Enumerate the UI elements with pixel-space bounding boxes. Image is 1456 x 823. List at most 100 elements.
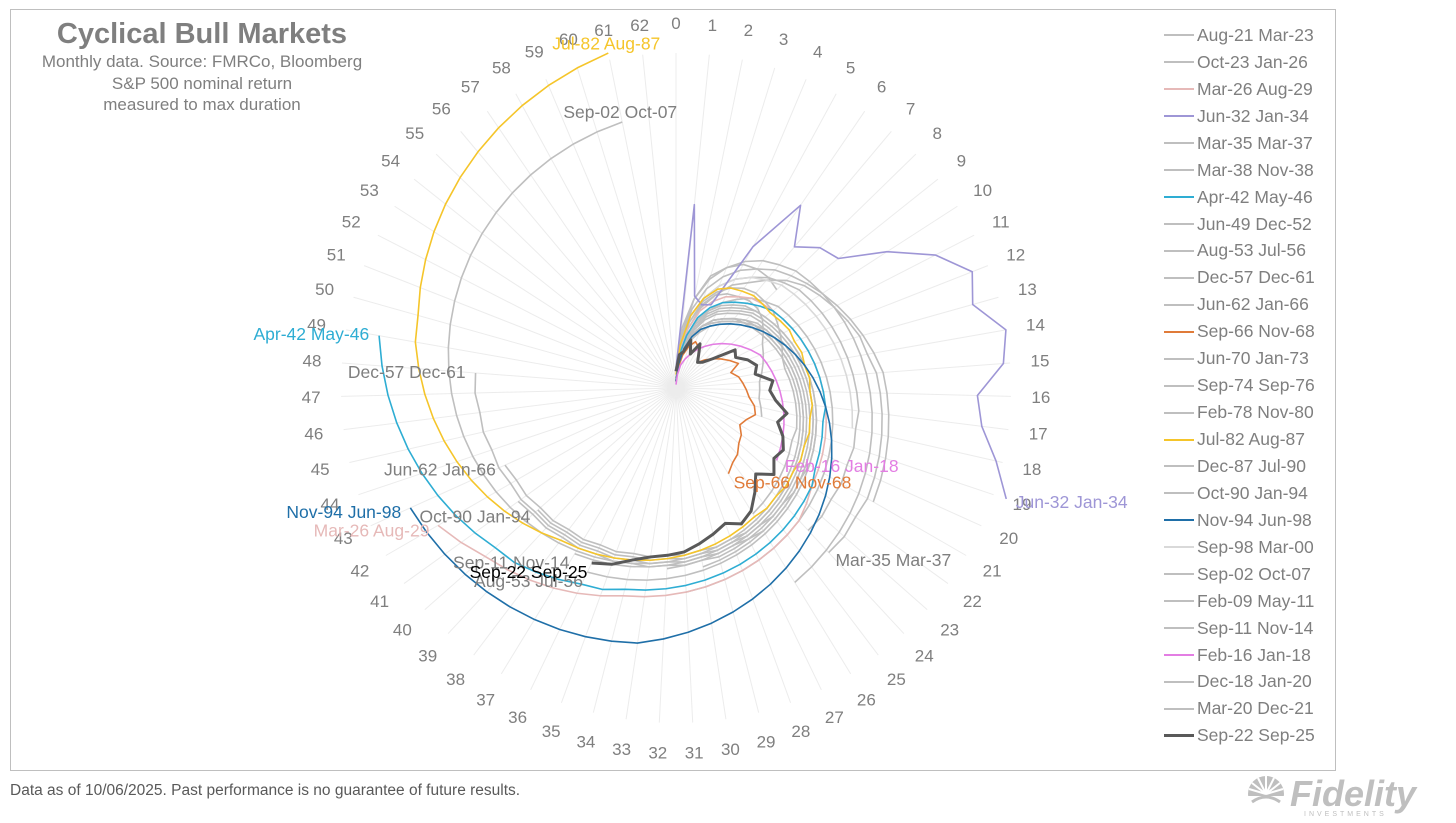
series-line-nov-94-jun-98	[409, 323, 833, 644]
logo-subtext: INVESTMENTS	[1304, 811, 1387, 818]
spoke-41	[403, 387, 677, 584]
series-label-sep-02-oct-07: Sep-02 Oct-07	[563, 102, 677, 122]
tick-label-38: 38	[446, 670, 465, 689]
legend-swatch	[1164, 357, 1194, 360]
legend-item-dec-57-dec-61: Dec-57 Dec-61	[1164, 264, 1315, 291]
legend-swatch	[1164, 734, 1194, 738]
series-line-mar-35-mar-37	[675, 279, 883, 554]
tick-label-29: 29	[757, 733, 776, 752]
tick-label-56: 56	[432, 99, 451, 118]
spoke-49	[346, 329, 677, 389]
tick-label-1: 1	[708, 16, 717, 35]
legend-label: Feb-16 Jan-18	[1197, 644, 1311, 665]
legend-swatch	[1164, 627, 1194, 630]
spoke-44	[358, 387, 677, 496]
legend-item-dec-87-jul-90: Dec-87 Jul-90	[1164, 453, 1315, 480]
legend-item-feb-09-may-11: Feb-09 May-11	[1164, 588, 1315, 615]
spoke-11	[675, 234, 975, 389]
series-label-mar-26-aug-29: Mar-26 Aug-29	[314, 520, 430, 540]
legend-item-sep-74-sep-76: Sep-74 Sep-76	[1164, 372, 1315, 399]
tick-label-36: 36	[508, 708, 527, 727]
legend-swatch	[1164, 573, 1194, 576]
tick-label-5: 5	[846, 58, 855, 77]
spoke-60	[576, 67, 677, 389]
spoke-16	[675, 387, 1011, 397]
legend-item-apr-42-may-46: Apr-42 May-46	[1164, 184, 1315, 211]
tick-label-46: 46	[304, 424, 323, 443]
tick-label-24: 24	[915, 647, 934, 666]
tick-label-58: 58	[492, 58, 511, 77]
legend-label: Sep-22 Sep-25	[1197, 725, 1315, 746]
legend-label: Aug-53 Jul-56	[1197, 240, 1306, 261]
tick-label-20: 20	[999, 529, 1018, 548]
legend: Aug-21 Mar-23 Oct-23 Jan-26 Mar-26 Aug-29 J…	[1164, 22, 1315, 749]
tick-label-27: 27	[825, 708, 844, 727]
tick-label-50: 50	[315, 280, 334, 299]
spoke-17	[675, 387, 1009, 431]
legend-swatch	[1164, 707, 1194, 710]
legend-label: Jun-49 Dec-52	[1197, 213, 1312, 234]
spoke-56	[460, 131, 677, 389]
spoke-47	[341, 387, 677, 397]
tick-label-42: 42	[350, 562, 369, 581]
legend-label: Sep-98 Mar-00	[1197, 536, 1314, 557]
legend-swatch	[1164, 600, 1194, 603]
tick-label-39: 39	[418, 647, 437, 666]
spoke-4	[675, 79, 807, 389]
legend-item-sep-22-sep-25: Sep-22 Sep-25	[1164, 722, 1315, 749]
spoke-6	[675, 110, 866, 389]
series-line-sep-22-sep-25	[591, 338, 789, 566]
tick-label-13: 13	[1018, 280, 1037, 299]
series-line-jun-32-jan-34	[675, 203, 1008, 500]
series-annotations: Mar-35 Mar-37 Aug-53 Jul-56 Dec-57 Dec-61 J…	[253, 33, 1127, 591]
series-label-dec-57-dec-61: Dec-57 Dec-61	[348, 362, 466, 382]
legend-swatch	[1164, 61, 1194, 64]
spoke-43	[370, 387, 677, 527]
spoke-52	[377, 234, 677, 389]
spoke-23	[675, 387, 928, 611]
series-label-aug-53-jul-56: Aug-53 Jul-56	[474, 571, 583, 591]
tick-label-17: 17	[1029, 424, 1048, 443]
spoke-57	[486, 110, 677, 389]
tick-label-55: 55	[405, 124, 424, 143]
legend-label: Dec-18 Jan-20	[1197, 671, 1312, 692]
legend-label: Feb-09 May-11	[1197, 590, 1315, 611]
legend-item-feb-16-jan-18: Feb-16 Jan-18	[1164, 642, 1315, 669]
tick-label-16: 16	[1031, 388, 1050, 407]
spoke-37	[500, 387, 677, 675]
spoke-24	[675, 387, 905, 634]
legend-label: Sep-66 Nov-68	[1197, 321, 1315, 342]
tick-label-32: 32	[648, 744, 667, 763]
legend-label: Dec-87 Jul-90	[1197, 455, 1306, 476]
tick-label-31: 31	[685, 744, 704, 763]
spoke-54	[413, 178, 677, 389]
tick-label-40: 40	[393, 621, 412, 640]
legend-item-oct-90-jan-94: Oct-90 Jan-94	[1164, 480, 1315, 507]
spoke-61	[609, 59, 677, 389]
spoke-21	[675, 387, 967, 556]
legend-item-jun-49-dec-52: Jun-49 Dec-52	[1164, 211, 1315, 238]
legend-item-dec-18-jan-20: Dec-18 Jan-20	[1164, 669, 1315, 696]
footer-disclaimer: Data as of 10/06/2025. Past performance …	[10, 782, 521, 799]
legend-item-sep-11-nov-14: Sep-11 Nov-14	[1164, 615, 1315, 642]
spoke-40	[424, 387, 677, 611]
logo-wordmark: Fidelity	[1290, 773, 1418, 814]
tick-label-34: 34	[576, 733, 595, 752]
legend-swatch	[1164, 223, 1194, 226]
legend-swatch	[1164, 492, 1194, 495]
series-label-jun-32-jan-34: Jun-32 Jan-34	[1016, 492, 1128, 512]
tick-label-21: 21	[983, 562, 1002, 581]
tick-label-51: 51	[327, 246, 346, 265]
tick-label-59: 59	[525, 43, 544, 62]
tick-label-14: 14	[1026, 316, 1045, 335]
spoke-46	[343, 387, 677, 431]
legend-label: Jul-82 Aug-87	[1197, 429, 1305, 450]
series-line-apr-42-may-46	[378, 301, 827, 591]
series-label-nov-94-jun-98: Nov-94 Jun-98	[286, 502, 401, 522]
legend-label: Mar-26 Aug-29	[1197, 78, 1313, 99]
tick-label-12: 12	[1006, 246, 1025, 265]
subtitle-line-3: measured to max duration	[103, 95, 301, 114]
legend-item-nov-94-jun-98: Nov-94 Jun-98	[1164, 507, 1315, 534]
series-label-apr-42-may-46: Apr-42 May-46	[253, 324, 369, 344]
